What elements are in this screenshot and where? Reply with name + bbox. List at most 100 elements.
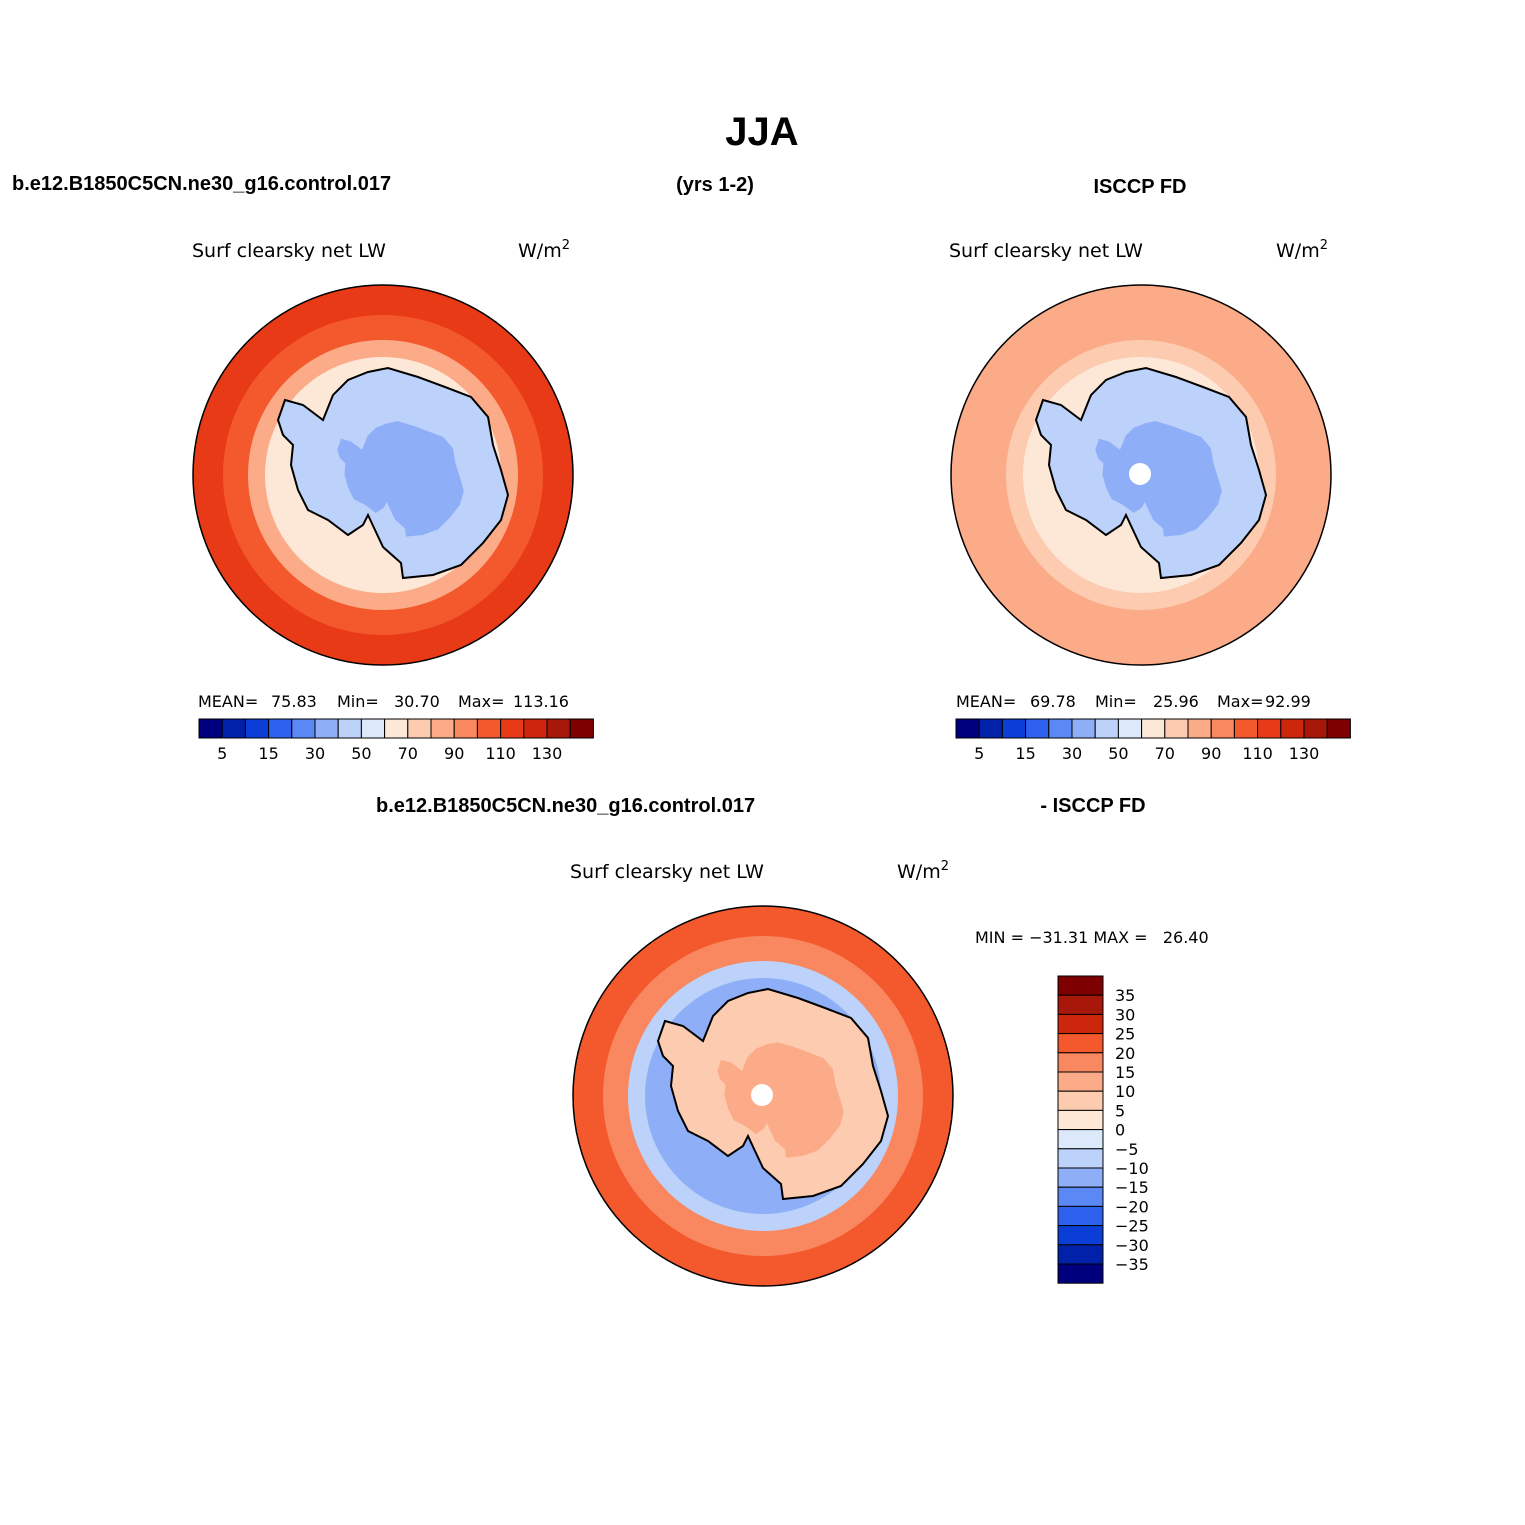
colorbar-tick-label: −5 <box>1115 1140 1139 1159</box>
colorbar-tick-label: 50 <box>1108 744 1128 763</box>
colorbar-box <box>453 718 478 739</box>
mean-value: 69.78 <box>1030 692 1076 711</box>
colorbar-box <box>1164 718 1189 739</box>
panel-obs-map <box>951 285 1331 665</box>
colorbar-tick-label: −30 <box>1115 1236 1149 1255</box>
colorbar-tick-label: 15 <box>258 744 278 763</box>
colorbar-box <box>384 718 409 739</box>
panel-obs-variable: Surf clearsky net LW <box>949 240 1143 262</box>
colorbar-box <box>268 718 293 739</box>
colorbar-box <box>1187 718 1212 739</box>
min-value: 25.96 <box>1153 692 1199 711</box>
colorbar-tick-label: 15 <box>1115 1063 1135 1082</box>
panel-obs-colorbar: 5 15 30 50 70 90 110 130 <box>955 718 1351 763</box>
colorbar-tick-label: −35 <box>1115 1255 1149 1274</box>
colorbar-box <box>1057 1071 1104 1092</box>
panel-model-units: W/m2 <box>518 238 570 262</box>
max-label: Max= <box>458 692 504 711</box>
panel-diff-map-border <box>572 905 954 1287</box>
panel-model: Surf clearsky net LW W/m2 MEAN= 75.83 Mi… <box>192 238 594 763</box>
colorbar-tick-label: 70 <box>398 744 418 763</box>
colorbar-box <box>1303 718 1328 739</box>
colorbar-tick-label: 30 <box>1062 744 1082 763</box>
colorbar-tick-label: 50 <box>351 744 371 763</box>
colorbar-box <box>291 718 316 739</box>
colorbar-tick-label: 110 <box>485 744 516 763</box>
colorbar-box <box>1057 1225 1104 1246</box>
colorbar-box <box>1280 718 1305 739</box>
colorbar-box <box>1025 718 1050 739</box>
colorbar-box <box>1326 718 1351 739</box>
min-label: Min= <box>1095 692 1137 711</box>
colorbar-box <box>198 718 223 739</box>
colorbar-box <box>430 718 455 739</box>
colorbar-box <box>523 718 548 739</box>
colorbar-tick-label: 70 <box>1155 744 1175 763</box>
years-label: (yrs 1-2) <box>676 174 754 196</box>
mean-value: 75.83 <box>271 692 317 711</box>
panel-obs-map-border <box>950 284 1332 666</box>
colorbar-box <box>1057 1186 1104 1207</box>
colorbar-box <box>1141 718 1166 739</box>
max-value: 92.99 <box>1265 692 1311 711</box>
coastline <box>276 366 510 580</box>
colorbar-box <box>546 718 571 739</box>
panel-diff-map <box>573 906 953 1286</box>
obs-name: ISCCP FD <box>1094 176 1187 198</box>
model-case-name: b.e12.B1850C5CN.ne30_g16.control.017 <box>12 173 391 195</box>
colorbar-tick-label: 90 <box>1201 744 1221 763</box>
colorbar-tick-label: −15 <box>1115 1178 1149 1197</box>
colorbar-box <box>1057 1013 1104 1035</box>
colorbar-box <box>407 718 432 739</box>
colorbar-tick-label: 10 <box>1115 1082 1135 1101</box>
colorbar-box <box>1094 718 1119 739</box>
mean-label: MEAN= <box>198 692 258 711</box>
colorbar-box <box>476 718 502 739</box>
colorbar-box <box>221 718 246 739</box>
colorbar-box <box>1257 718 1282 739</box>
panel-diff: Surf clearsky net LW W/m2 MIN = −31.31 M… <box>570 859 1209 1287</box>
colorbar-tick-label: 20 <box>1115 1044 1135 1063</box>
colorbar-tick-label: 30 <box>1115 1005 1135 1024</box>
colorbar-box <box>1057 994 1104 1015</box>
colorbar-box <box>1210 718 1235 739</box>
colorbar-tick-label: 5 <box>217 744 227 763</box>
colorbar-box <box>1057 1109 1104 1131</box>
colorbar-box <box>244 718 270 739</box>
colorbar-box <box>1057 1244 1104 1265</box>
colorbar-tick-label: 30 <box>305 744 325 763</box>
colorbar-box <box>337 718 362 739</box>
colorbar-box <box>1057 1090 1104 1111</box>
colorbar-tick-label: −10 <box>1115 1159 1149 1178</box>
panel-obs: Surf clearsky net LW W/m2 MEAN= 69.78 Mi… <box>949 238 1351 763</box>
colorbar-box <box>978 718 1003 739</box>
panel-model-map <box>193 285 573 665</box>
panel-obs-units: W/m2 <box>1276 238 1328 262</box>
colorbar-box <box>360 718 386 739</box>
colorbar-box <box>500 718 525 739</box>
min-value: 30.70 <box>394 692 440 711</box>
panel-diff-units: W/m2 <box>897 859 949 883</box>
min-label: Min= <box>337 692 379 711</box>
max-label: Max= <box>1217 692 1263 711</box>
colorbar-tick-label: 0 <box>1115 1121 1125 1140</box>
panel-obs-stats: MEAN= 69.78 Min= 25.96 Max= 92.99 <box>956 692 1311 711</box>
colorbar-box <box>314 718 339 739</box>
colorbar-box <box>955 718 980 739</box>
colorbar-tick-label: −20 <box>1115 1197 1149 1216</box>
max-value: 113.16 <box>513 692 569 711</box>
colorbar-tick-label: 25 <box>1115 1025 1135 1044</box>
colorbar-box <box>1057 1167 1104 1188</box>
colorbar-box <box>1233 718 1259 739</box>
colorbar-box <box>1057 1033 1104 1054</box>
antarctica-core <box>337 421 464 537</box>
mean-label: MEAN= <box>956 692 1016 711</box>
colorbar-tick-label: 130 <box>1289 744 1320 763</box>
colorbar-tick-label: 90 <box>444 744 464 763</box>
colorbar-tick-label: 35 <box>1115 986 1135 1005</box>
colorbar-box <box>1057 1205 1104 1227</box>
colorbar-box <box>1048 718 1073 739</box>
colorbar-box <box>1057 1052 1104 1073</box>
